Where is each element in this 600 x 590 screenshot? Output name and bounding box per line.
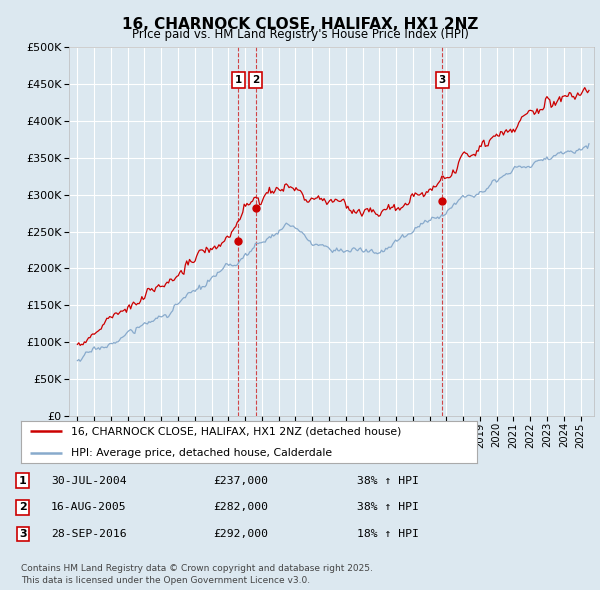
Text: 28-SEP-2016: 28-SEP-2016 xyxy=(51,529,127,539)
Text: Price paid vs. HM Land Registry's House Price Index (HPI): Price paid vs. HM Land Registry's House … xyxy=(131,28,469,41)
Text: 2: 2 xyxy=(19,503,26,512)
Text: 3: 3 xyxy=(19,529,26,539)
Text: 16, CHARNOCK CLOSE, HALIFAX, HX1 2NZ (detached house): 16, CHARNOCK CLOSE, HALIFAX, HX1 2NZ (de… xyxy=(71,427,401,436)
Text: 16, CHARNOCK CLOSE, HALIFAX, HX1 2NZ: 16, CHARNOCK CLOSE, HALIFAX, HX1 2NZ xyxy=(122,17,478,31)
Text: 2: 2 xyxy=(252,76,259,86)
Text: 18% ↑ HPI: 18% ↑ HPI xyxy=(357,529,419,539)
Text: 3: 3 xyxy=(439,76,446,86)
Text: 30-JUL-2004: 30-JUL-2004 xyxy=(51,476,127,486)
Text: £237,000: £237,000 xyxy=(213,476,268,486)
Text: HPI: Average price, detached house, Calderdale: HPI: Average price, detached house, Cald… xyxy=(71,448,332,457)
Text: 1: 1 xyxy=(19,476,26,486)
Text: £282,000: £282,000 xyxy=(213,503,268,512)
Text: £292,000: £292,000 xyxy=(213,529,268,539)
Text: 1: 1 xyxy=(235,76,242,86)
Text: 38% ↑ HPI: 38% ↑ HPI xyxy=(357,503,419,512)
Text: 16-AUG-2005: 16-AUG-2005 xyxy=(51,503,127,512)
Text: Contains HM Land Registry data © Crown copyright and database right 2025.
This d: Contains HM Land Registry data © Crown c… xyxy=(21,565,373,585)
Text: 38% ↑ HPI: 38% ↑ HPI xyxy=(357,476,419,486)
